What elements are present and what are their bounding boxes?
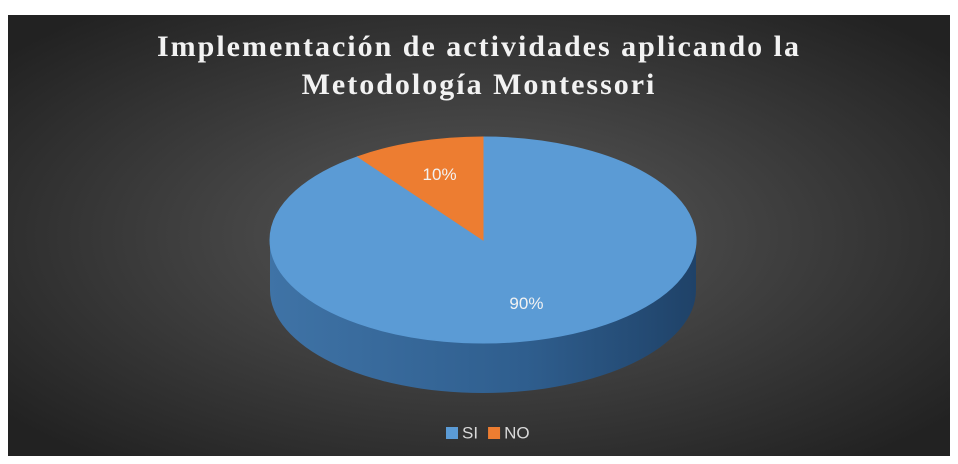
legend-swatch: [446, 427, 458, 439]
data-label: 10%: [423, 165, 457, 184]
data-label: 90%: [509, 294, 543, 313]
legend-swatch: [488, 427, 501, 439]
chart-title: Implementación de actividades aplicando …: [156, 30, 802, 101]
slice: [356, 136, 484, 241]
legend-label: SI: [462, 423, 478, 442]
slice-side: [270, 240, 696, 393]
legend-label: NO: [504, 423, 530, 442]
